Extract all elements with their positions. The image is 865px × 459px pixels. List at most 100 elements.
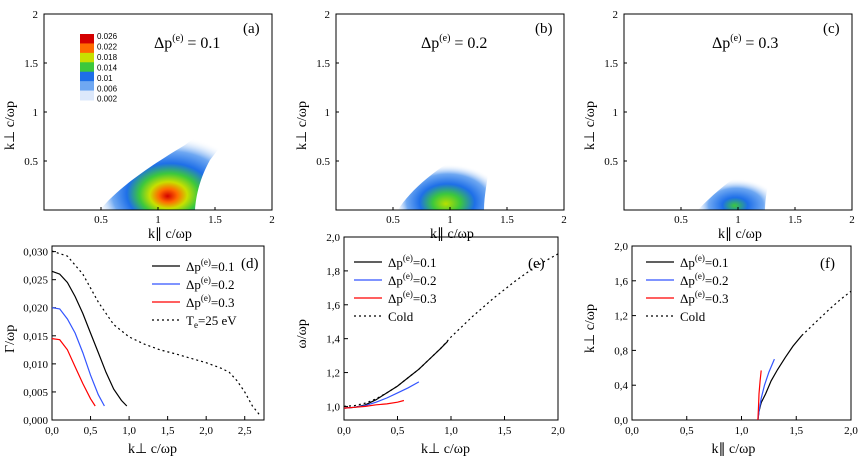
panel-label: (e) [528,256,545,272]
xtick-label: 0,5 [84,425,98,437]
colorbar-swatch [80,81,94,92]
panel-title-c: Δp(e) = 0.3 [712,33,778,52]
plot-frame [631,245,852,421]
series-line [51,338,96,407]
xtick-label: 1,5 [498,425,512,437]
legend-label: Cold [388,309,414,324]
ytick-label: 1,0 [326,401,340,413]
ytick-label: 2 [613,9,619,21]
colorbar-swatch [80,34,94,44]
panel-e: 0,0 0,5 1,0 1,5 2,0 1,0 1,2 1,4 1,6 1,8 2,0 Δp(e)=0… [295,232,565,457]
ytick-label: 0,010 [23,359,48,371]
xtick-label: 2,0 [199,425,213,437]
ytick-label: 0,030 [23,247,48,259]
ytick-label: 1,8 [326,266,340,278]
series-line [51,270,128,407]
colorbar-tick-label: 0.014 [97,63,118,72]
xlabel-a: k∥ c/ωp [148,227,192,242]
legend-label: Δp(e)=0.3 [186,293,234,310]
heatmap-region-c [698,166,769,210]
legend-label: Δp(e)=0.1 [680,253,728,270]
ytick-label: 0,005 [23,387,48,399]
series-line [343,253,559,407]
xtick-label: 1.5 [500,214,514,226]
xtick-label: 2,0 [844,425,858,437]
legend-label: Δp(e)=0.2 [388,271,436,288]
y-axis-label: k⊥ c/ωp [583,304,598,353]
axis-ticks-a: 0.5 1 1.5 2 0.5 1 1.5 2 [24,9,275,226]
ytick-label: 1,2 [614,311,628,323]
ytick-label: 0,8 [614,345,628,357]
xtick-label: 0,0 [337,425,351,437]
y-axis-label: Γ/ωp [3,325,18,353]
x-axis-label: k∥ c/ωp [712,442,756,457]
panel-label: (d) [241,256,259,272]
xlabel-c: k∥ c/ωp [718,227,762,242]
xtick-label: 1,0 [735,425,749,437]
ytick-label: 0,000 [23,415,48,427]
panel-label-a: (a) [243,21,260,37]
colorbar-tick-label: 0.022 [97,42,118,51]
series-line [51,250,261,416]
axis-ticks-c: 0.5 1 1.5 2 0.5 1 1.5 2 [604,9,855,226]
panel-c: 0.5 1 1.5 2 0.5 1 1.5 2 Δp(e) = 0.3 (c) k∥ c/ωp… [583,9,855,242]
colorbar-tick-label: 0.01 [97,74,113,83]
ytick-label: 1.5 [24,58,38,70]
colorbar-tick-label: 0.026 [97,32,118,41]
ytick-label: 1,6 [614,276,628,288]
xtick-label: 1 [155,214,161,226]
legend-label: Δp(e)=0.1 [388,253,436,270]
axis-ticks-b: 0.5 1 1.5 2 0.5 1 1.5 2 [316,9,567,226]
legend-label: Cold [680,309,706,324]
plot-frame [51,245,265,421]
legend-label: Δp(e)=0.1 [186,257,234,274]
panel-d: 0,0 0,5 1,0 1,5 2,0 2,5 0,000 0,005 0,010 0,015 0,… [3,245,265,457]
panel-b: 0.5 1 1.5 2 0.5 1 1.5 2 Δp(e) = 0.2 (b) k∥ c/ωp… [295,9,567,242]
ytick-label: 2,0 [326,232,340,244]
x-axis-label: k⊥ c/ωp [128,442,177,457]
colorbar-tick-label: 0.006 [97,84,118,93]
xtick-label: 1,5 [789,425,803,437]
x-axis-label: k⊥ c/ωp [421,442,470,457]
legend-label: Δp(e)=0.2 [186,275,234,292]
ylabel-a: k⊥ c/ωp [3,101,18,150]
series-line [343,399,405,409]
xtick-label: 2 [561,214,567,226]
panel-title-b: Δp(e) = 0.2 [421,33,487,52]
colorbar-swatch [80,43,94,54]
panel-label-b: (b) [535,21,553,37]
ytick-label: 2 [325,9,331,21]
xtick-label: 2 [269,214,275,226]
xtick-label: 1,0 [444,425,458,437]
ytick-label: 2 [33,9,39,21]
ytick-label: 0,4 [614,380,628,392]
ytick-label: 0,015 [23,331,48,343]
xtick-label: 1.5 [208,214,222,226]
series-line [801,290,852,337]
ytick-label: 0,020 [23,303,48,315]
colorbar-swatch [80,62,94,73]
panel-label: (f) [820,256,835,272]
ytick-label: 1.5 [316,58,330,70]
ytick-label: 1,4 [326,334,340,346]
legend-label: Te=25 eV [186,313,237,330]
ytick-label: 0.5 [604,156,618,168]
ylabel-b: k⊥ c/ωp [295,101,310,150]
plot-frame [343,236,559,421]
legend-label: Δp(e)=0.3 [388,289,436,306]
ytick-label: 1 [33,107,39,119]
colorbar-tick-label: 0.002 [97,95,118,104]
y-axis-label: ω/ωp [295,319,310,348]
xtick-label: 0.5 [674,214,688,226]
xtick-label: 1 [447,214,453,226]
ytick-label: 1,6 [326,300,340,312]
xtick-label: 1 [735,214,741,226]
ytick-label: 1 [325,107,331,119]
ytick-label: 0.5 [24,156,38,168]
xtick-label: 0,5 [680,425,694,437]
xtick-label: 2,0 [551,425,565,437]
ytick-label: 1 [613,107,619,119]
xtick-label: 0,0 [45,425,59,437]
ytick-label: 0,0 [614,415,628,427]
